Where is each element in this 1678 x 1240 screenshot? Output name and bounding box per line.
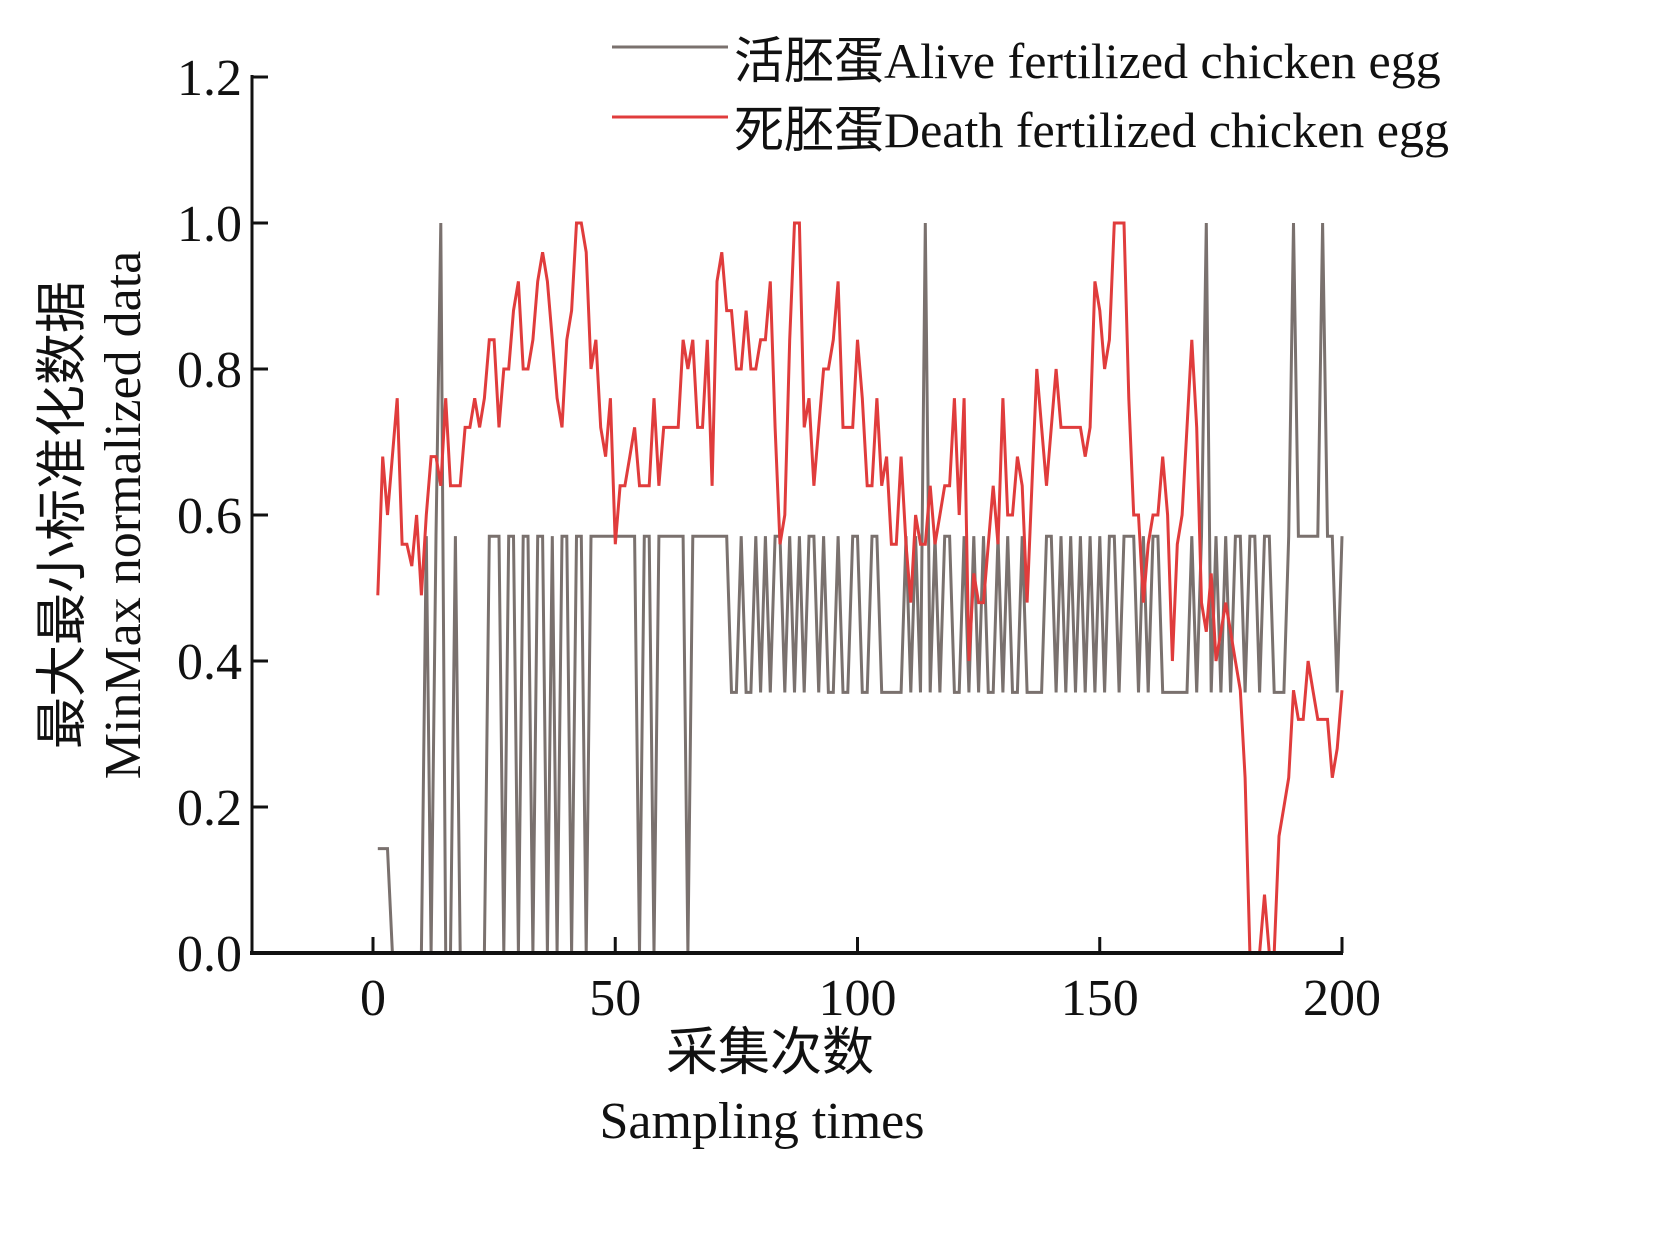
y-tick-label: 0.4: [177, 634, 242, 691]
x-tick-label: 150: [1061, 970, 1139, 1027]
y-axis-label: MinMax normalized data: [95, 251, 152, 780]
x-axis-label: Sampling times: [600, 1093, 925, 1150]
series-line-death: [376, 221, 1344, 955]
y-tick-label: 1.2: [177, 50, 242, 107]
legend-label-death: 死胚蛋Death fertilized chicken egg: [734, 102, 1449, 158]
legend-label-alive: 活胚蛋Alive fertilized chicken egg: [734, 33, 1441, 89]
x-axis-label-cn: 采集次数: [666, 1025, 874, 1082]
x-tick-label: 100: [819, 970, 897, 1027]
x-tick-label: 50: [589, 970, 641, 1027]
y-tick-label: 0.6: [177, 488, 242, 545]
ticks-layer: 0 50 100 150 200 0.0 0.2 0.4 0.6 0.8 1.0 1.2: [177, 50, 1381, 1027]
legend: 活胚蛋Alive fertilized chicken egg 死胚蛋Death…: [612, 33, 1449, 158]
y-tick-label: 1.0: [177, 196, 242, 253]
series-line-alive: [377, 222, 1344, 955]
x-tick-label: 0: [360, 970, 386, 1027]
series-layer: [376, 221, 1344, 955]
y-axis-label-cn: 最大最小标准化数据: [35, 281, 92, 749]
x-tick-label: 200: [1303, 970, 1381, 1027]
y-tick-label: 0.0: [177, 926, 242, 983]
y-tick-label: 0.8: [177, 342, 242, 399]
y-tick-label: 0.2: [177, 780, 242, 837]
